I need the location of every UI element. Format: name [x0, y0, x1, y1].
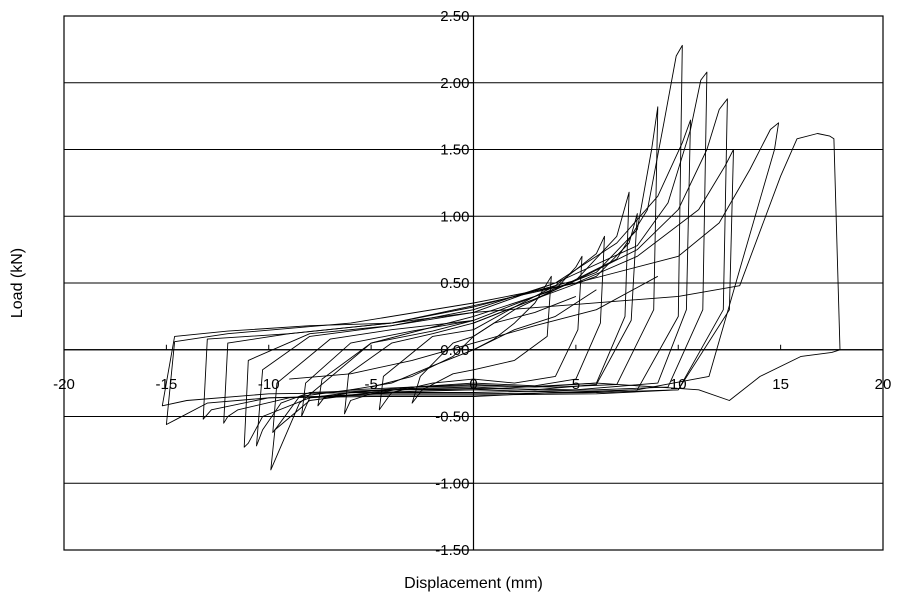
load-cycle-curve-9	[243, 71, 708, 448]
x-tick-label-3: -5	[364, 376, 377, 393]
axes	[63, 15, 884, 551]
load-cycle-curve-12	[165, 122, 780, 425]
y-tick-label-3: 1.00	[440, 208, 469, 225]
x-tick-label-6: 10	[670, 376, 687, 393]
load-cycle-curve-2	[378, 255, 583, 411]
x-tick-label-2: -10	[258, 376, 280, 393]
y-axis-title: Load (kN)	[9, 248, 26, 318]
x-tick-label-0: -20	[53, 376, 75, 393]
x-tick-label-7: 15	[772, 376, 789, 393]
load-cycle-curve-11	[202, 149, 734, 420]
y-tick-label-2: 1.50	[440, 142, 469, 159]
x-tick-label-8: 20	[875, 376, 892, 393]
x-tick-label-1: -15	[156, 376, 178, 393]
y-tick-label-5: 0.00	[440, 342, 469, 359]
load-cycle-curve-13	[161, 133, 841, 407]
y-tick-label-7: -1.00	[435, 475, 469, 492]
tick-labels: -20 -15 -10 -5 0 5 10 15 20 2.50 2.00 1.50 1.00 0.50 0…	[53, 8, 891, 559]
y-tick-label-0: 2.50	[440, 8, 469, 25]
load-displacement-curves	[161, 44, 841, 471]
y-tick-label-4: 0.50	[440, 275, 469, 292]
x-tick-label-4: 0	[469, 376, 477, 393]
x-tick-label-5: 5	[572, 376, 580, 393]
load-cycle-curve-1	[411, 275, 552, 404]
y-tick-label-8: -1.50	[435, 542, 469, 559]
x-axis-title: Displacement (mm)	[404, 575, 543, 592]
y-tick-label-6: -0.50	[435, 409, 469, 426]
y-tick-label-1: 2.00	[440, 75, 469, 92]
